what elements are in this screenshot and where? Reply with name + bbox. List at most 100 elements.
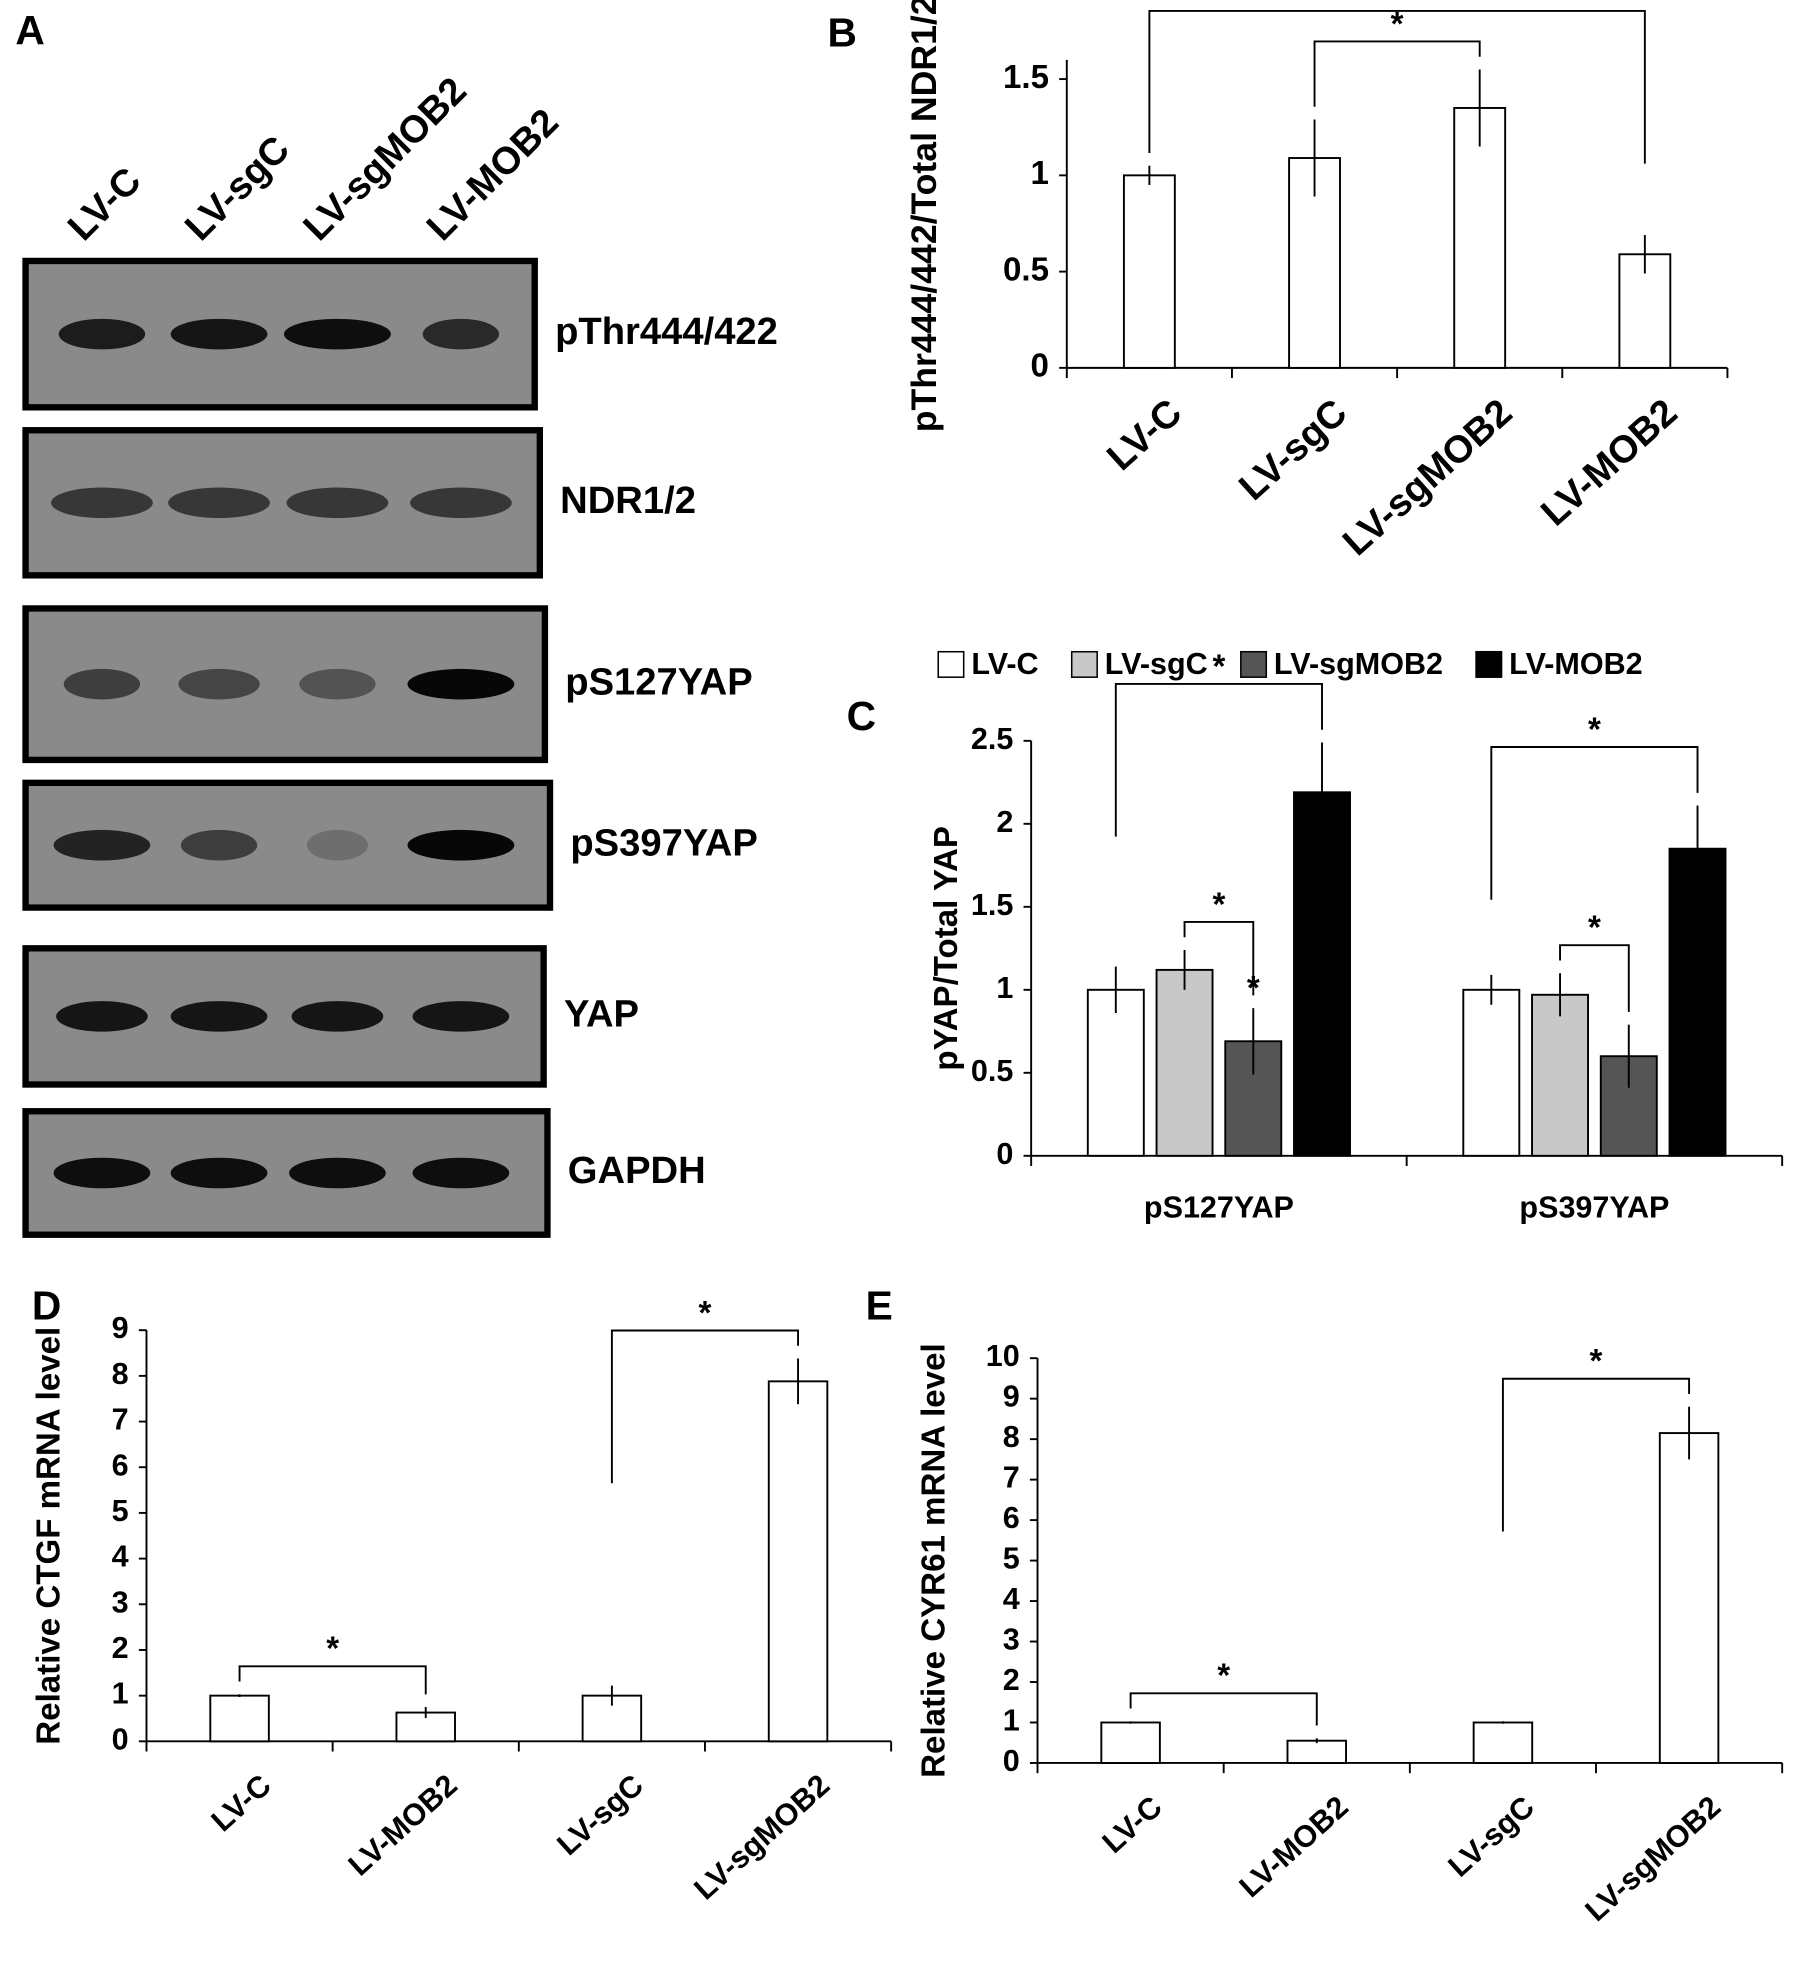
x-tick-label: LV-MOB2 (1533, 391, 1686, 535)
significance-label: * (1212, 648, 1225, 685)
band (170, 1157, 268, 1189)
y-axis-label: Relative CYR61 mRNA level (915, 1343, 952, 1778)
band (53, 829, 151, 861)
band (412, 1001, 510, 1032)
western-blot: LV-C LV-sgCLV-sgMOB2LV-MOB2pThr444/422NDR… (22, 69, 778, 1238)
y-axis-label: pThr444/442/Total NDR1/2 (904, 0, 944, 432)
significance-label: * (1212, 886, 1225, 923)
significance-bracket (1501, 1377, 1691, 1532)
y-tick-label: 8 (112, 1357, 129, 1391)
bar (1086, 988, 1145, 1157)
y-tick-label: 2.5 (971, 722, 1013, 756)
band (53, 1157, 151, 1189)
band (180, 829, 258, 861)
significance-bracket (1114, 682, 1323, 837)
protein-label: GAPDH (568, 1149, 706, 1192)
x-tick-label: LV-sgC (1442, 1790, 1541, 1884)
y-tick-label: 4 (1003, 1582, 1020, 1616)
x-tick-label: LV-sgMOB2 (1579, 1790, 1727, 1928)
band (306, 829, 368, 861)
bar (1122, 174, 1176, 369)
significance-label: * (1588, 910, 1601, 947)
y-tick-label: 3 (1003, 1623, 1020, 1657)
y-tick-label: 2 (112, 1631, 129, 1665)
significance-bracket (1148, 9, 1646, 164)
y-tick-label: 1.5 (1003, 59, 1049, 96)
band (289, 1157, 386, 1189)
y-tick-label: 2 (1003, 1663, 1020, 1697)
y-tick-label: 10 (986, 1339, 1020, 1373)
legend-label: LV-sgC (1105, 647, 1208, 681)
y-axis-label: Relative CTGF mRNA level (31, 1327, 68, 1745)
legend-swatch (1070, 650, 1098, 678)
significance-bracket (238, 1665, 427, 1695)
significance-label: * (699, 1295, 712, 1332)
panel-letter: D (32, 1282, 61, 1328)
x-tick-label: LV-C (1096, 1790, 1169, 1860)
y-tick-label: 5 (1003, 1542, 1020, 1576)
band (58, 318, 146, 350)
bar (767, 1380, 829, 1743)
y-tick-label: 7 (112, 1403, 129, 1437)
y-axis-label: pYAP/Total YAP (928, 826, 965, 1070)
y-tick-label: 0 (1031, 348, 1049, 385)
x-tick-label: LV-sgC (1231, 391, 1355, 509)
significance-bracket (1559, 944, 1630, 1012)
y-tick-label: 2 (996, 805, 1013, 839)
band (56, 1001, 148, 1032)
x-tick-label: LV-C (1099, 391, 1190, 479)
y-tick-label: 5 (112, 1494, 129, 1528)
band (409, 487, 512, 519)
bar (1472, 1721, 1534, 1764)
panel-letter: B (827, 9, 856, 55)
significance-label: * (1391, 6, 1404, 43)
y-tick-label: 1 (1003, 1704, 1020, 1738)
band (283, 318, 391, 350)
x-tick-label: LV-MOB2 (1233, 1790, 1355, 1905)
bar (1100, 1721, 1161, 1764)
significance-label: * (326, 1631, 339, 1668)
legend-label: LV-sgMOB2 (1274, 647, 1443, 681)
band (422, 318, 500, 350)
panel-letter: A (15, 7, 44, 53)
y-tick-label: 1.5 (971, 888, 1013, 922)
protein-label: pThr444/422 (555, 310, 778, 353)
y-tick-label: 9 (1003, 1380, 1020, 1414)
band (407, 829, 515, 861)
band (407, 668, 515, 700)
y-tick-label: 1 (996, 971, 1013, 1005)
significance-label: * (1590, 1343, 1603, 1380)
y-tick-label: 0.5 (1003, 251, 1049, 288)
x-tick-label: pS127YAP (1144, 1190, 1294, 1224)
band (412, 1157, 510, 1189)
x-tick-label: LV-sgC (551, 1768, 650, 1862)
lane-label: LV-sgC (177, 128, 298, 249)
y-tick-label: 7 (1003, 1461, 1020, 1495)
band (63, 668, 141, 700)
y-tick-label: 0 (1003, 1744, 1020, 1778)
x-tick-label: LV-sgMOB2 (1335, 391, 1521, 564)
bar (1668, 847, 1727, 1157)
y-tick-label: 6 (112, 1448, 129, 1482)
y-tick-label: 6 (1003, 1501, 1020, 1535)
legend-label: LV-C (971, 647, 1038, 681)
significance-bracket (1490, 746, 1699, 900)
bar (1462, 988, 1521, 1157)
y-tick-label: 4 (112, 1540, 129, 1574)
x-tick-label: LV-MOB2 (342, 1768, 464, 1883)
protein-label: YAP (564, 992, 639, 1035)
protein-label: pS127YAP (565, 660, 752, 703)
panel-letter: C (847, 693, 876, 739)
y-tick-label: 1 (112, 1677, 129, 1711)
lane-label: LV-C (60, 159, 150, 249)
bar (1293, 791, 1351, 1157)
protein-label: NDR1/2 (560, 479, 696, 522)
legend-swatch (1475, 650, 1503, 678)
legend-label: LV-MOB2 (1509, 647, 1642, 681)
significance-label: * (1391, 0, 1404, 12)
band (170, 1001, 268, 1032)
y-tick-label: 3 (112, 1585, 129, 1619)
bar (1155, 968, 1214, 1157)
y-tick-label: 0.5 (971, 1054, 1013, 1088)
